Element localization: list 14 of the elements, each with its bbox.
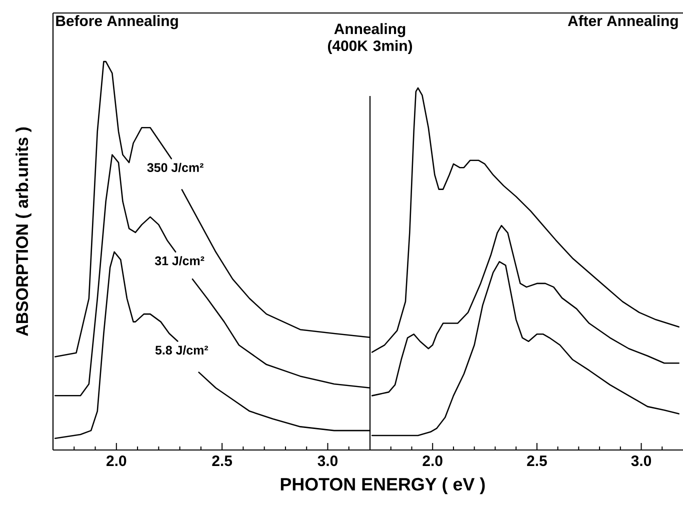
- x-tick-label: 2.0: [422, 456, 442, 466]
- x-tick-label: 3.0: [318, 456, 338, 466]
- chart-title: After Annealing: [568, 15, 678, 30]
- x-axis-title: PHOTON ENERGY ( eV ): [280, 477, 485, 494]
- x-tick-label: 2.5: [527, 456, 547, 466]
- x-tick-label: 2.5: [212, 456, 232, 466]
- y-axis-title: ABSORPTION ( arb.units ): [16, 127, 32, 336]
- series-label: 5.8 J/cm²: [155, 345, 208, 355]
- x-tick-label: 2.0: [106, 456, 126, 466]
- chart-title: Before Annealing: [56, 15, 178, 30]
- text: Annealing (400K 3min): [328, 23, 412, 54]
- series-label: 350 J/cm²: [147, 162, 204, 172]
- x-tick-label: 3.0: [631, 456, 652, 466]
- series-label: 31 J/cm²: [154, 256, 204, 266]
